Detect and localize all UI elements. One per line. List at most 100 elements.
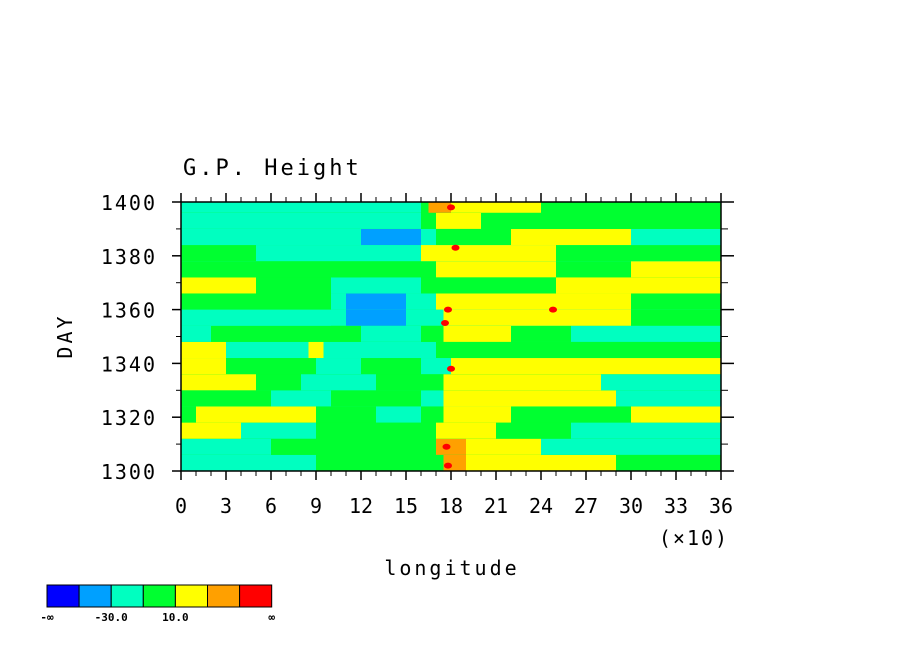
y-tick-label: 1360 xyxy=(101,299,157,323)
heatmap-cell xyxy=(541,438,721,455)
heatmap-cell xyxy=(241,422,316,439)
heatmap-cell xyxy=(511,341,721,359)
heatmap-cell xyxy=(443,374,601,391)
colorbar-swatch xyxy=(207,584,241,608)
heatmap-cell xyxy=(436,277,556,294)
heatmap-cell xyxy=(556,245,721,262)
heatmap-cell xyxy=(181,325,211,342)
heatmap-cell xyxy=(316,358,361,375)
y-tick-label: 1380 xyxy=(101,245,157,269)
heatmap-cell xyxy=(631,228,721,246)
heatmap-cells xyxy=(181,202,721,471)
heatmap-cell xyxy=(571,422,721,439)
heatmap-cell xyxy=(346,293,406,310)
x-tick-label: 30 xyxy=(619,494,643,518)
colorbar-swatch xyxy=(46,584,80,608)
x-tick-label: 36 xyxy=(709,494,733,518)
heatmap-cell xyxy=(308,341,324,359)
x-axis-label: longitude xyxy=(384,556,519,580)
heatmap-cell xyxy=(436,438,466,455)
chart-title: G.P. Height xyxy=(183,156,362,181)
heatmap-cell xyxy=(466,454,571,471)
heatmap-cell xyxy=(331,390,421,407)
colorbar-swatch xyxy=(239,584,273,608)
heatmap-cell xyxy=(421,358,451,375)
heatmap-cell xyxy=(361,228,421,246)
heatmap-cell xyxy=(436,228,511,246)
colorbar-label: -30.0 xyxy=(95,611,128,624)
heatmap-cell xyxy=(331,277,421,294)
x-tick-label: 6 xyxy=(265,494,277,518)
heatmap-cell xyxy=(181,202,421,213)
heatmap-cell xyxy=(556,277,721,294)
x-axis-scale-note: (×10) xyxy=(659,526,729,550)
heatmap-hotspot xyxy=(444,306,452,313)
heatmap-hotspot xyxy=(444,462,452,469)
heatmap-hotspot xyxy=(451,244,460,251)
heatmap-cell xyxy=(466,438,541,455)
heatmap-hotspot xyxy=(549,306,557,313)
heatmap-cell xyxy=(181,212,421,229)
x-tick-label: 12 xyxy=(349,494,373,518)
heatmap-cell xyxy=(436,261,556,278)
colorbar-swatch xyxy=(142,584,176,608)
heatmap-cell xyxy=(428,454,444,471)
heatmap-cell xyxy=(301,374,376,391)
colorbar-swatch xyxy=(174,584,208,608)
heatmap-cell xyxy=(181,374,256,391)
heatmap-cell xyxy=(181,390,271,407)
heatmap-cell xyxy=(443,325,511,342)
heatmap-cell xyxy=(181,454,316,471)
heatmap-cell xyxy=(571,454,616,471)
heatmap-cell xyxy=(631,406,721,423)
colorbar-label: ∞ xyxy=(268,611,275,624)
heatmap-hotspot xyxy=(447,365,455,372)
heatmap-cell xyxy=(436,341,511,359)
heatmap-cell xyxy=(511,228,631,246)
heatmap-cell xyxy=(421,245,556,262)
heatmap-cell xyxy=(443,406,511,423)
heatmap-cell xyxy=(511,390,616,407)
heatmap-cell xyxy=(631,309,721,326)
y-tick-label: 1320 xyxy=(101,406,157,430)
colorbar-label: -∞ xyxy=(40,611,54,624)
x-tick-label: 0 xyxy=(175,494,187,518)
x-tick-label: 27 xyxy=(574,494,598,518)
heatmap-cell xyxy=(601,374,721,391)
x-tick-label: 3 xyxy=(220,494,232,518)
heatmap-cell xyxy=(451,358,721,375)
heatmap-cell xyxy=(361,325,421,342)
heatmap-cell xyxy=(181,438,271,455)
x-tick-label: 33 xyxy=(664,494,688,518)
heatmap-cell xyxy=(631,293,721,310)
colorbar: -∞ -30.0 10.0 ∞ xyxy=(40,584,275,624)
heatmap-hotspot xyxy=(442,443,451,450)
heatmap-cell xyxy=(436,293,631,310)
plot-frame xyxy=(172,193,734,480)
x-tick-label: 18 xyxy=(439,494,463,518)
heatmap-cell xyxy=(181,422,241,439)
colorbar-swatch xyxy=(78,584,112,608)
heatmap-cell xyxy=(541,202,721,213)
heatmap-cell xyxy=(631,261,721,278)
heatmap-cell xyxy=(376,406,421,423)
y-tick-labels: 1300 1320 1340 1360 1380 1400 xyxy=(101,191,157,484)
y-tick-label: 1340 xyxy=(101,352,157,376)
heatmap-cell xyxy=(428,202,451,213)
heatmap-cell xyxy=(181,261,361,278)
heatmap-cell xyxy=(181,341,226,359)
y-tick-label: 1300 xyxy=(101,460,157,484)
x-tick-label: 15 xyxy=(394,494,418,518)
x-tick-label: 9 xyxy=(310,494,322,518)
heatmap-cell xyxy=(181,245,256,262)
heatmap-cell xyxy=(181,277,256,294)
x-tick-label: 24 xyxy=(529,494,553,518)
heatmap-cell xyxy=(181,309,331,326)
heatmap-cell xyxy=(481,212,721,229)
heatmap-cell xyxy=(346,309,406,326)
heatmap-cell xyxy=(436,212,481,229)
heatmap-hotspot xyxy=(441,320,449,327)
heatmap-cell xyxy=(436,422,496,439)
colorbar-swatch xyxy=(110,584,144,608)
